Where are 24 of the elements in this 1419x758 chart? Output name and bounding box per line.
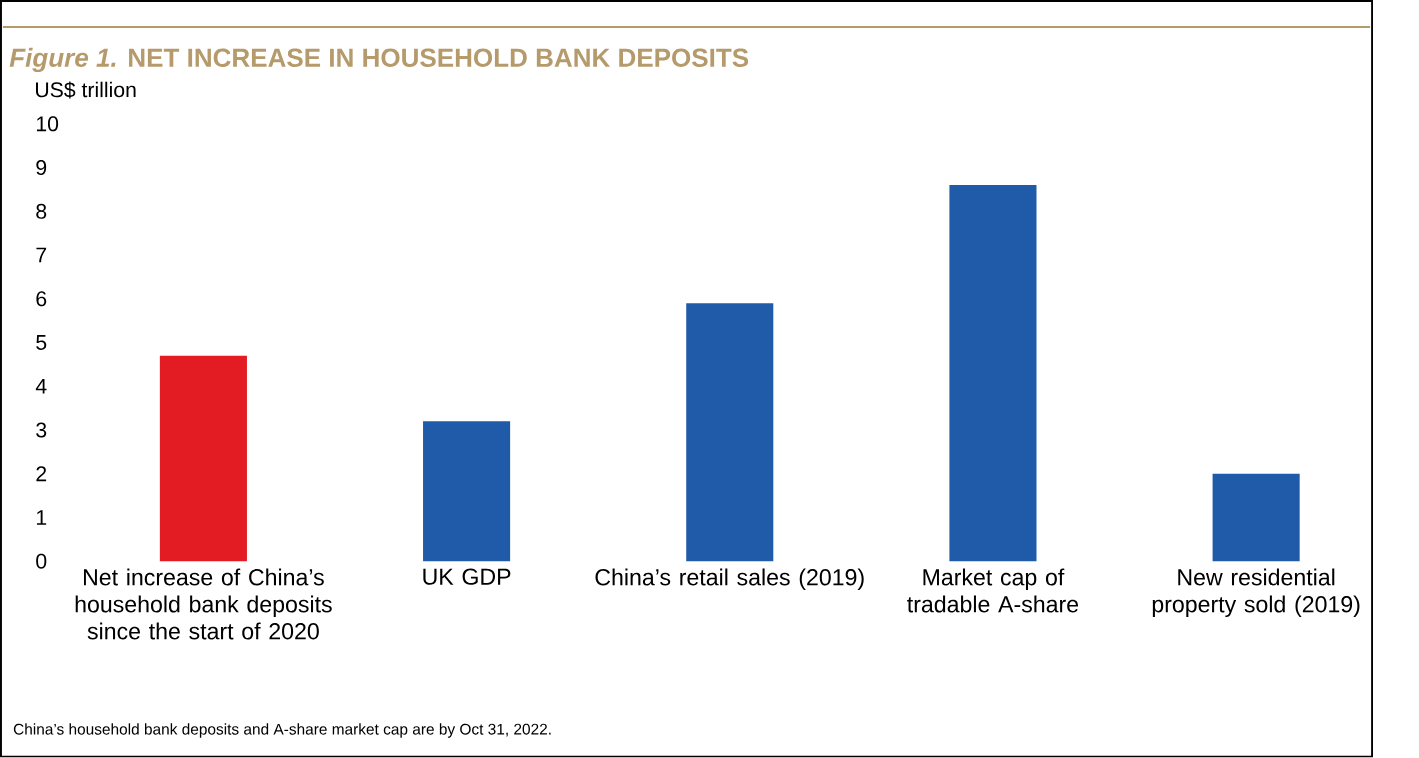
y-tick-label: 1 <box>36 510 47 525</box>
x-tick-label: China’s retail sales (2019) <box>595 568 864 591</box>
y-tick-label: 6 <box>36 291 47 307</box>
bar <box>1212 473 1300 562</box>
chart-title: Figure 1. NET INCREASE IN HOUSEHOLD BANK DEPOSITS <box>9 48 749 73</box>
y-tick-label: 7 <box>36 247 47 263</box>
bar <box>423 421 511 562</box>
x-tick-label: Market cap of tradable A-share <box>907 568 1079 613</box>
y-tick-label: 8 <box>36 203 47 220</box>
y-axis-title: US$ trillion <box>36 81 136 99</box>
y-tick-label: 3 <box>36 422 47 438</box>
bar <box>686 303 774 562</box>
bar <box>159 355 247 562</box>
y-tick-label: 5 <box>36 335 47 351</box>
y-tick-label: 10 <box>36 116 59 132</box>
x-tick-label: New residential property sold (2019) <box>1152 568 1360 618</box>
x-tick-label: Net increase of China’s household bank deposits since the start of 2020 <box>75 568 332 640</box>
y-tick-label: 2 <box>36 466 47 482</box>
y-tick-label: 9 <box>36 160 47 176</box>
y-tick-label: 4 <box>35 379 47 394</box>
bar <box>949 185 1037 562</box>
text: China’s household bank deposits and A-share market cap are by Oct 31, 2022. <box>13 723 551 738</box>
x-tick-label: UK GDP <box>423 568 511 586</box>
y-tick-label: 0 <box>36 553 47 569</box>
